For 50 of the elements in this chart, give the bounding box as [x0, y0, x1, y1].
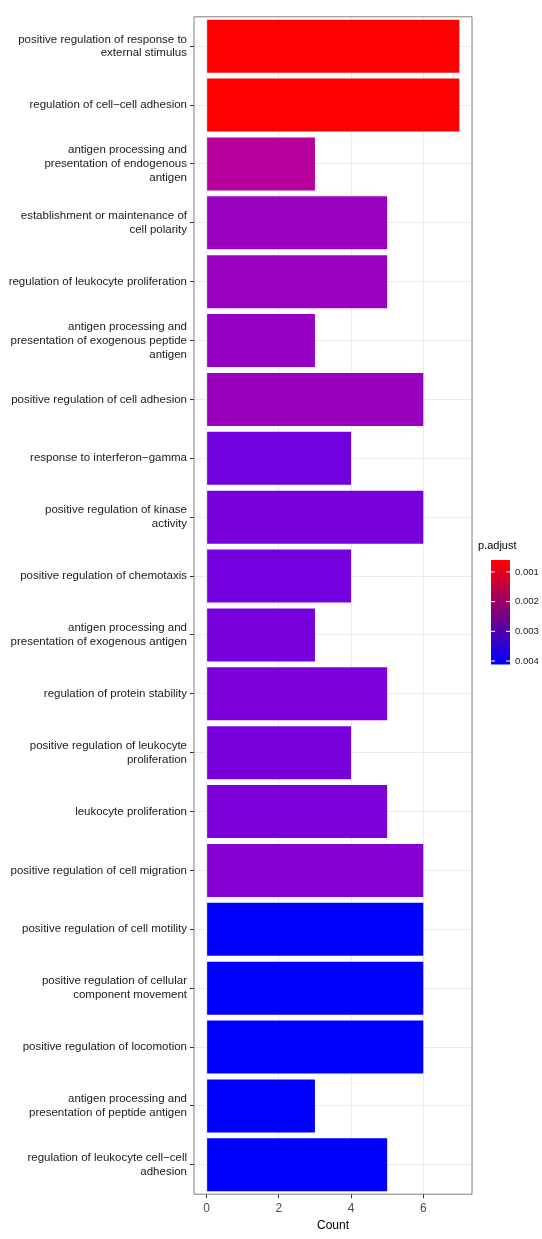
y-tick-label: positive regulation of cellular component movement	[41, 974, 188, 1001]
bar	[207, 785, 388, 839]
x-tick-label: 4	[347, 1200, 355, 1215]
bar	[207, 843, 424, 897]
y-tick-label: regulation of leukocyte cell−cell adhesion	[27, 1151, 187, 1177]
y-tick-label: positive regulation of cell migration	[10, 863, 187, 876]
y-tick-label: positive regulation of chemotaxis	[20, 569, 188, 582]
y-tick-label: establishment or maintenance of cell polarity	[20, 209, 188, 235]
x-tick-label: 0	[203, 1200, 211, 1215]
bar	[207, 372, 424, 426]
bar	[207, 255, 388, 309]
color-bar-label: 0.002	[515, 595, 539, 607]
bar	[207, 961, 424, 1015]
y-tick-label: response to interferon−gamma	[30, 451, 188, 464]
color-bar-label: 0.003	[515, 624, 539, 636]
y-tick-label: regulation of protein stability	[43, 686, 188, 699]
y-tick-label: positive regulation of kinase activity	[45, 503, 188, 530]
bar	[207, 1079, 315, 1133]
bar	[207, 78, 460, 132]
bar	[207, 196, 388, 250]
bar	[207, 314, 315, 368]
bar	[207, 1020, 424, 1074]
x-tick-label: 6	[419, 1200, 427, 1215]
y-tick-label: positive regulation of cell motility	[22, 922, 188, 935]
bar	[207, 549, 352, 603]
y-tick-label: antigen processing and presentation of exogenous antigen	[10, 621, 187, 648]
bar	[207, 902, 424, 956]
color-bar-title: p.adjust	[478, 539, 517, 552]
y-tick-label: regulation of cell−cell adhesion	[29, 98, 187, 111]
y-tick-label: leukocyte proliferation	[75, 804, 187, 817]
bar	[207, 490, 424, 544]
x-tick-label: 2	[275, 1200, 283, 1215]
color-bar-label: 0.004	[515, 654, 539, 666]
bar	[207, 431, 352, 485]
bar	[207, 667, 388, 721]
bar	[207, 1138, 388, 1192]
y-tick-label: regulation of leukocyte proliferation	[8, 274, 187, 287]
color-bar-label: 0.001	[515, 565, 539, 577]
y-tick-label: antigen processing and presentation of endogenous antigen	[44, 143, 188, 183]
bar	[207, 137, 315, 191]
y-tick-label: positive regulation of leukocyte proliferation	[29, 738, 187, 765]
bar	[207, 19, 460, 73]
y-tick-label: positive regulation of locomotion	[22, 1040, 187, 1053]
y-tick-label: positive regulation of response to external stimulus	[18, 32, 188, 59]
x-axis-title: Count	[316, 1218, 350, 1233]
y-tick-label: antigen processing and presentation of peptide antigen	[29, 1092, 187, 1118]
bar	[207, 726, 352, 780]
y-tick-label: positive regulation of cell adhesion	[11, 392, 187, 405]
bar	[207, 608, 315, 662]
y-tick-label: antigen processing and presentation of exogenous peptide antigen	[10, 319, 187, 360]
